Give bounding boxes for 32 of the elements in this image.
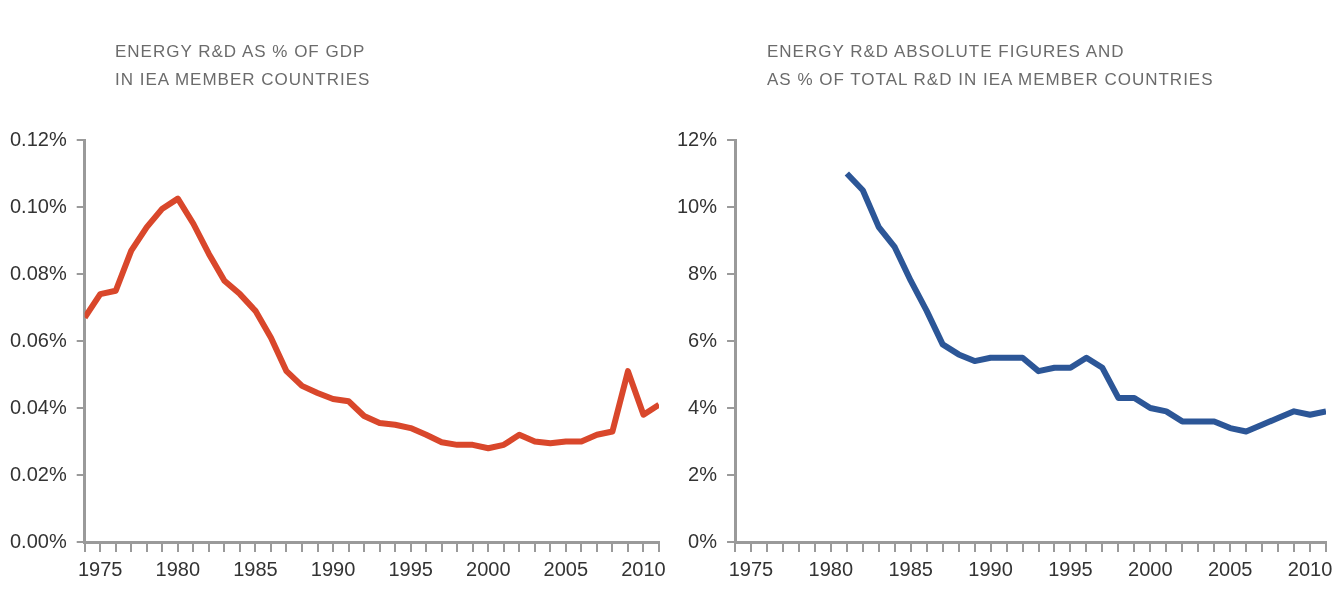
y-tick-label: 0.10%	[9, 194, 67, 217]
x-tick-label: 1990	[968, 557, 1013, 580]
x-tick-label: 1980	[808, 557, 854, 580]
x-tick-label: 2000	[466, 557, 511, 580]
x-tick-label: 1985	[888, 557, 933, 580]
chart-title: ENERGY R&D ABSOLUTE FIGURES AND AS % OF TOTAL R&D IN IEA MEMBER COUNTRIES	[767, 41, 1214, 91]
y-tick-label: 6%	[688, 328, 718, 351]
x-tick-label: 1995	[1048, 557, 1093, 580]
y-tick-label: 0.08%	[9, 261, 67, 284]
x-tick-label: 1975	[728, 557, 774, 580]
x-tick-label: 2005	[543, 557, 589, 580]
x-tick-label: 1995	[388, 557, 433, 580]
y-tick-label: 0.06%	[9, 328, 67, 351]
y-tick-label: 0.04%	[9, 395, 67, 418]
y-tick-label: 8%	[688, 261, 718, 284]
y-tick-label: 0.00%	[9, 529, 67, 552]
x-tick-label: 1990	[310, 557, 356, 580]
x-tick-label: 1985	[233, 557, 278, 580]
x-tick-label: 2010	[621, 557, 666, 580]
x-tick-label: 2005	[1207, 557, 1253, 580]
y-tick-label: 10%	[677, 194, 718, 217]
y-tick-label: 12%	[677, 127, 718, 150]
y-tick-label: 0.02%	[9, 462, 67, 485]
x-tick-label: 1980	[155, 557, 201, 580]
y-tick-label: 0.12%	[9, 127, 67, 150]
y-tick-label: 4%	[688, 395, 718, 418]
x-tick-label: 2000	[1128, 557, 1173, 580]
x-tick-label: 2010	[1287, 557, 1333, 580]
x-tick-label: 1975	[77, 557, 123, 580]
chart-title: ENERGY R&D AS % OF GDP IN IEA MEMBER COUNTRIES	[115, 41, 371, 91]
y-tick-label: 2%	[688, 462, 718, 485]
y-tick-label: 0%	[688, 529, 718, 552]
